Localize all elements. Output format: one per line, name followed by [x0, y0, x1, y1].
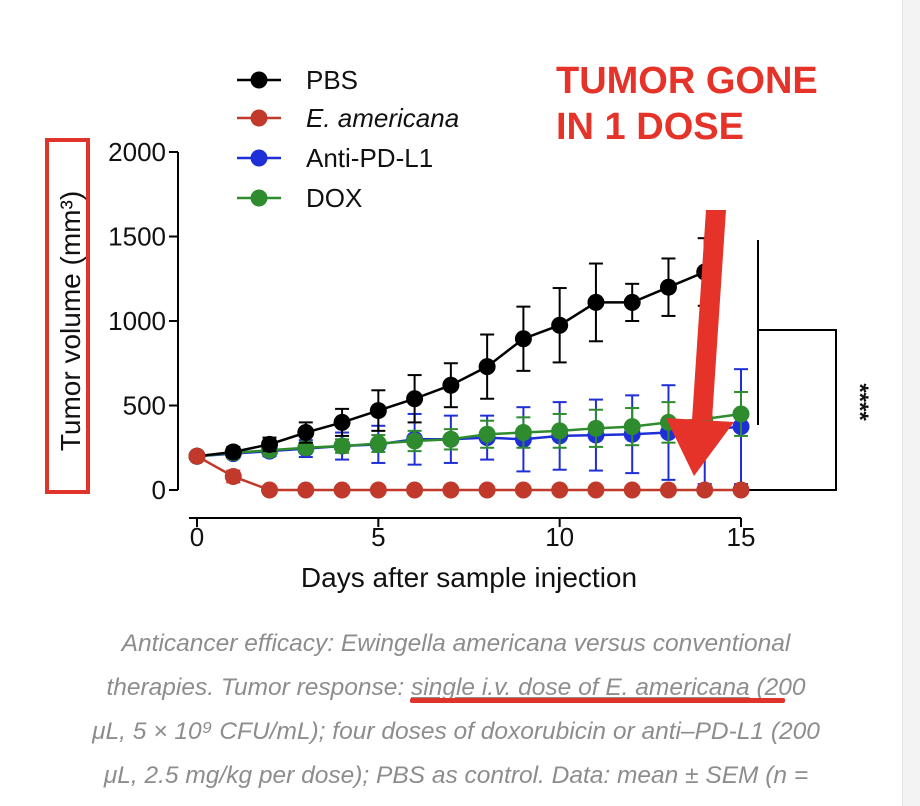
y-axis-label: Tumor volume (mm³): [55, 191, 86, 451]
y-tick-label: 1500: [108, 222, 166, 252]
caption-line-2: therapies. Tumor response: single i.v. d…: [36, 666, 876, 710]
data-point: [514, 330, 532, 348]
page-right-edge: [902, 0, 920, 806]
significance-stars: ****: [846, 383, 873, 421]
data-point: [224, 443, 242, 461]
data-point: [659, 481, 677, 499]
data-point: [478, 425, 496, 443]
legend-label: E. americana: [306, 103, 459, 133]
x-tick-label: 5: [371, 522, 385, 552]
data-point: [514, 424, 532, 442]
data-point: [442, 481, 460, 499]
data-point: [551, 316, 569, 334]
data-point: [406, 390, 424, 408]
bracket-right-line: [745, 329, 837, 491]
legend-label: DOX: [306, 183, 362, 213]
chart-series: [188, 237, 750, 499]
x-tick-label: 0: [190, 522, 204, 552]
y-tick-label: 2000: [108, 137, 166, 167]
legend-marker: [250, 189, 268, 207]
legend-marker: [250, 109, 268, 127]
data-point: [333, 481, 351, 499]
legend-marker: [250, 71, 268, 89]
data-point: [333, 413, 351, 431]
caption-line-4: μL, 2.5 mg/kg per dose); PBS as control.…: [103, 762, 809, 789]
annotation-line-1: TUMOR GONE: [556, 60, 818, 102]
legend-marker: [250, 149, 268, 167]
data-point: [696, 481, 714, 499]
chart-legend: PBS E. americana Anti-PD-L1 DOX: [237, 65, 459, 213]
data-point: [551, 422, 569, 440]
caption-line-1: Anticancer efficacy: Ewingella americana…: [121, 630, 791, 657]
data-point: [261, 435, 279, 453]
tumor-gone-annotation: TUMOR GONE IN 1 DOSE: [556, 58, 818, 150]
data-point: [551, 481, 569, 499]
legend-label: Anti-PD-L1: [306, 143, 433, 173]
data-point: [587, 419, 605, 437]
legend-label: PBS: [306, 65, 358, 95]
legend-entry: Anti-PD-L1: [237, 143, 433, 173]
legend-entry: DOX: [237, 183, 362, 213]
data-point: [297, 481, 315, 499]
data-point: [659, 278, 677, 296]
data-point: [514, 481, 532, 499]
caption-line-3: μL, 5 × 10⁹ CFU/mL); four doses of doxor…: [92, 718, 820, 745]
data-point: [369, 481, 387, 499]
data-point: [369, 435, 387, 453]
legend-entry: PBS: [237, 65, 358, 95]
data-point: [442, 430, 460, 448]
data-point: [369, 402, 387, 420]
data-point: [478, 358, 496, 376]
data-point: [732, 481, 750, 499]
data-point: [587, 293, 605, 311]
caption-red-underline: [410, 698, 785, 703]
series-e-americana: [188, 447, 750, 499]
series-dox: [188, 390, 750, 465]
data-point: [224, 467, 242, 485]
x-axis-label: Days after sample injection: [301, 562, 637, 593]
x-tick-label: 10: [545, 522, 574, 552]
x-tick-label: 15: [727, 522, 756, 552]
caption-line-2-end: (200: [749, 674, 806, 701]
annotation-line-2: IN 1 DOSE: [556, 106, 744, 148]
series-line: [196, 455, 741, 492]
caption-line-2-start: therapies. Tumor response:: [106, 674, 412, 701]
data-point: [261, 481, 279, 499]
data-point: [442, 376, 460, 394]
data-point: [406, 432, 424, 450]
y-tick-label: 1000: [108, 306, 166, 336]
data-point: [478, 481, 496, 499]
data-point: [623, 481, 641, 499]
data-point: [587, 481, 605, 499]
y-tick-label: 500: [123, 391, 166, 421]
ylabel-highlight-box: [45, 138, 90, 494]
legend-entry: E. americana: [237, 103, 459, 133]
significance-bracket: ****: [745, 240, 873, 491]
data-point: [623, 293, 641, 311]
figure-caption: Anticancer efficacy: Ewingella americana…: [36, 622, 876, 798]
data-point: [732, 405, 750, 423]
data-point: [406, 481, 424, 499]
caption-underlined-phrase: single i.v. dose of E. americana: [411, 674, 750, 701]
data-point: [297, 424, 315, 442]
data-point: [188, 447, 206, 465]
tumor-volume-chart: 0 500 1000 1500 2000 0 5 10 15 Days after sample …: [55, 65, 873, 593]
data-point: [623, 418, 641, 436]
chart-axes: 0 500 1000 1500 2000 0 5 10 15 Days after sample …: [55, 137, 755, 593]
series-line: [196, 412, 742, 458]
y-tick-label: 0: [152, 475, 166, 505]
down-arrow-icon: [666, 210, 734, 476]
data-point: [333, 437, 351, 455]
